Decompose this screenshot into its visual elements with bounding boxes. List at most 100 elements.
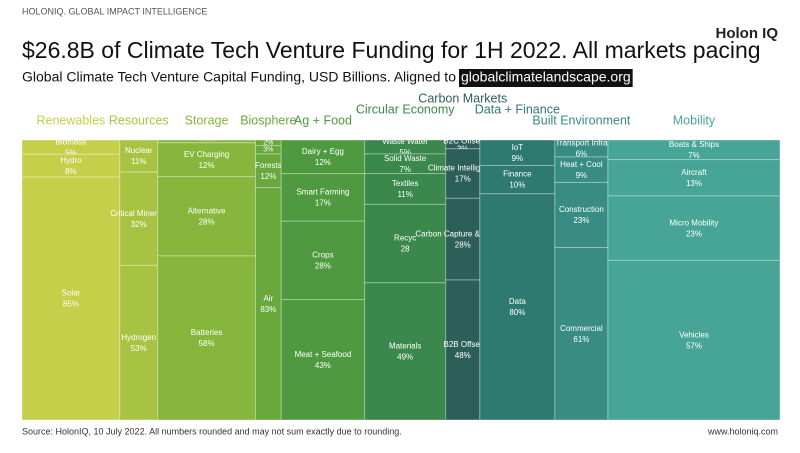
segment-label: EV Charging — [184, 150, 229, 159]
segment — [364, 173, 447, 205]
segment-label: Data — [509, 297, 526, 306]
segment — [364, 282, 447, 421]
segment-value: 53% — [131, 344, 147, 353]
column-label: Renewables — [36, 113, 105, 127]
segment-value: 32% — [131, 220, 147, 229]
segment-label: Boats & Ships — [669, 140, 719, 149]
segment-value: 28% — [199, 217, 215, 226]
segment-value: 6% — [576, 150, 588, 159]
segment-label: Construction — [559, 205, 604, 214]
segment-value: 49% — [397, 353, 413, 362]
segment-value: 57% — [686, 341, 702, 350]
segment — [280, 139, 366, 175]
segment-label: Air — [263, 294, 273, 303]
segment-label: Commercial — [560, 324, 603, 333]
segment — [119, 171, 159, 266]
segment-label: Recyc — [394, 234, 416, 243]
segment-label: Meat + Seafood — [295, 350, 352, 359]
segment-value: 80% — [509, 308, 525, 317]
segment-label: Carbon Capture & Storage — [415, 229, 510, 238]
chart-title: $26.8B of Climate Tech Venture Funding f… — [22, 37, 761, 63]
segment-value: 17% — [315, 199, 331, 208]
segment-label: Batteries — [191, 328, 223, 337]
column-label: Resources — [109, 113, 169, 127]
segment-label: Biomass — [56, 137, 87, 146]
segment — [157, 255, 256, 421]
segment — [254, 187, 282, 421]
segment-value: 7% — [399, 165, 411, 174]
subtitle-link[interactable]: globalclimatelandscape.org — [461, 69, 631, 85]
segment-value: 43% — [315, 361, 331, 370]
segment — [607, 159, 781, 197]
website: www.holoniq.com — [707, 426, 778, 436]
segment-label: Waste Water — [382, 137, 428, 146]
column-label: Ag + Food — [294, 113, 352, 127]
segment-value: 9% — [512, 154, 524, 163]
column-label: Built Environment — [532, 113, 630, 127]
segment-label: Grids — [197, 134, 216, 143]
segment-label: Nuclear — [125, 146, 153, 155]
segment-label: Critical Minerals — [110, 209, 167, 218]
segment-value: 5% — [399, 148, 411, 157]
segment — [254, 153, 282, 189]
segment — [157, 176, 256, 257]
segment — [280, 173, 366, 222]
segment-label: Transport Infra — [555, 139, 608, 148]
segment-value: 5% — [65, 148, 77, 157]
column-label: Circular Economy — [356, 102, 455, 116]
segment-value: 83% — [260, 305, 276, 314]
segment-label: Textiles — [392, 179, 419, 188]
segment-label: Materials — [389, 342, 421, 351]
segment — [607, 259, 781, 421]
segment — [554, 246, 609, 421]
segment — [479, 139, 556, 166]
segment — [479, 164, 556, 195]
segment-label: Hydro — [60, 156, 82, 165]
segment-value: 3% — [263, 147, 273, 154]
segment-value: 12% — [315, 158, 331, 167]
segment-label: B2C Offset — [443, 136, 483, 145]
segment-value: 12% — [260, 172, 276, 181]
logo: Holon IQ — [716, 25, 779, 42]
segment-label: Dairy + Egg — [302, 147, 344, 156]
segment — [479, 193, 556, 421]
segment — [445, 279, 481, 421]
segment — [445, 148, 481, 199]
segment-label: IoT — [512, 143, 524, 152]
segment-value: 85% — [63, 300, 79, 309]
segment — [607, 195, 781, 261]
segment — [157, 142, 256, 178]
column-label: Carbon Markets — [418, 91, 507, 105]
segment-value: 28% — [315, 262, 331, 271]
segment-value: 2% — [263, 140, 273, 147]
segment — [119, 264, 159, 421]
segment-label: Hydrogen — [121, 333, 156, 342]
brand: HOLONIQ. GLOBAL IMPACT INTELLIGENCE — [22, 6, 207, 16]
column-label: Data + Finance — [475, 102, 560, 116]
segment-value: 28 — [401, 245, 410, 254]
segment — [119, 139, 159, 173]
segment-label: Climate Intelligence — [428, 164, 498, 173]
segment-value: 10% — [509, 181, 525, 190]
source: Source: HolonIQ, 10 July 2022. All numbe… — [22, 426, 402, 436]
segment-value: 17% — [455, 175, 471, 184]
segment-label: Solid Waste — [384, 154, 427, 163]
segment-label: Forests — [255, 161, 282, 170]
column-label: Biosphere — [240, 113, 296, 127]
segment-label: Crops — [312, 251, 333, 260]
segment-value: 48% — [455, 351, 471, 360]
column-label: Storage — [185, 113, 229, 127]
segment-value: 13% — [686, 179, 702, 188]
column-label: Mobility — [673, 113, 716, 127]
segment-label: Vehicles — [679, 330, 709, 339]
segment — [280, 220, 366, 301]
segment-label: Finance — [503, 170, 532, 179]
segment-value: 7% — [688, 151, 700, 160]
segment-value: 23% — [686, 229, 702, 238]
segment-label: Aircraft — [681, 168, 707, 177]
segment — [554, 156, 609, 183]
segment-value: 23% — [573, 216, 589, 225]
segment-value: 12% — [199, 161, 215, 170]
segment-label: Solar — [62, 289, 81, 298]
